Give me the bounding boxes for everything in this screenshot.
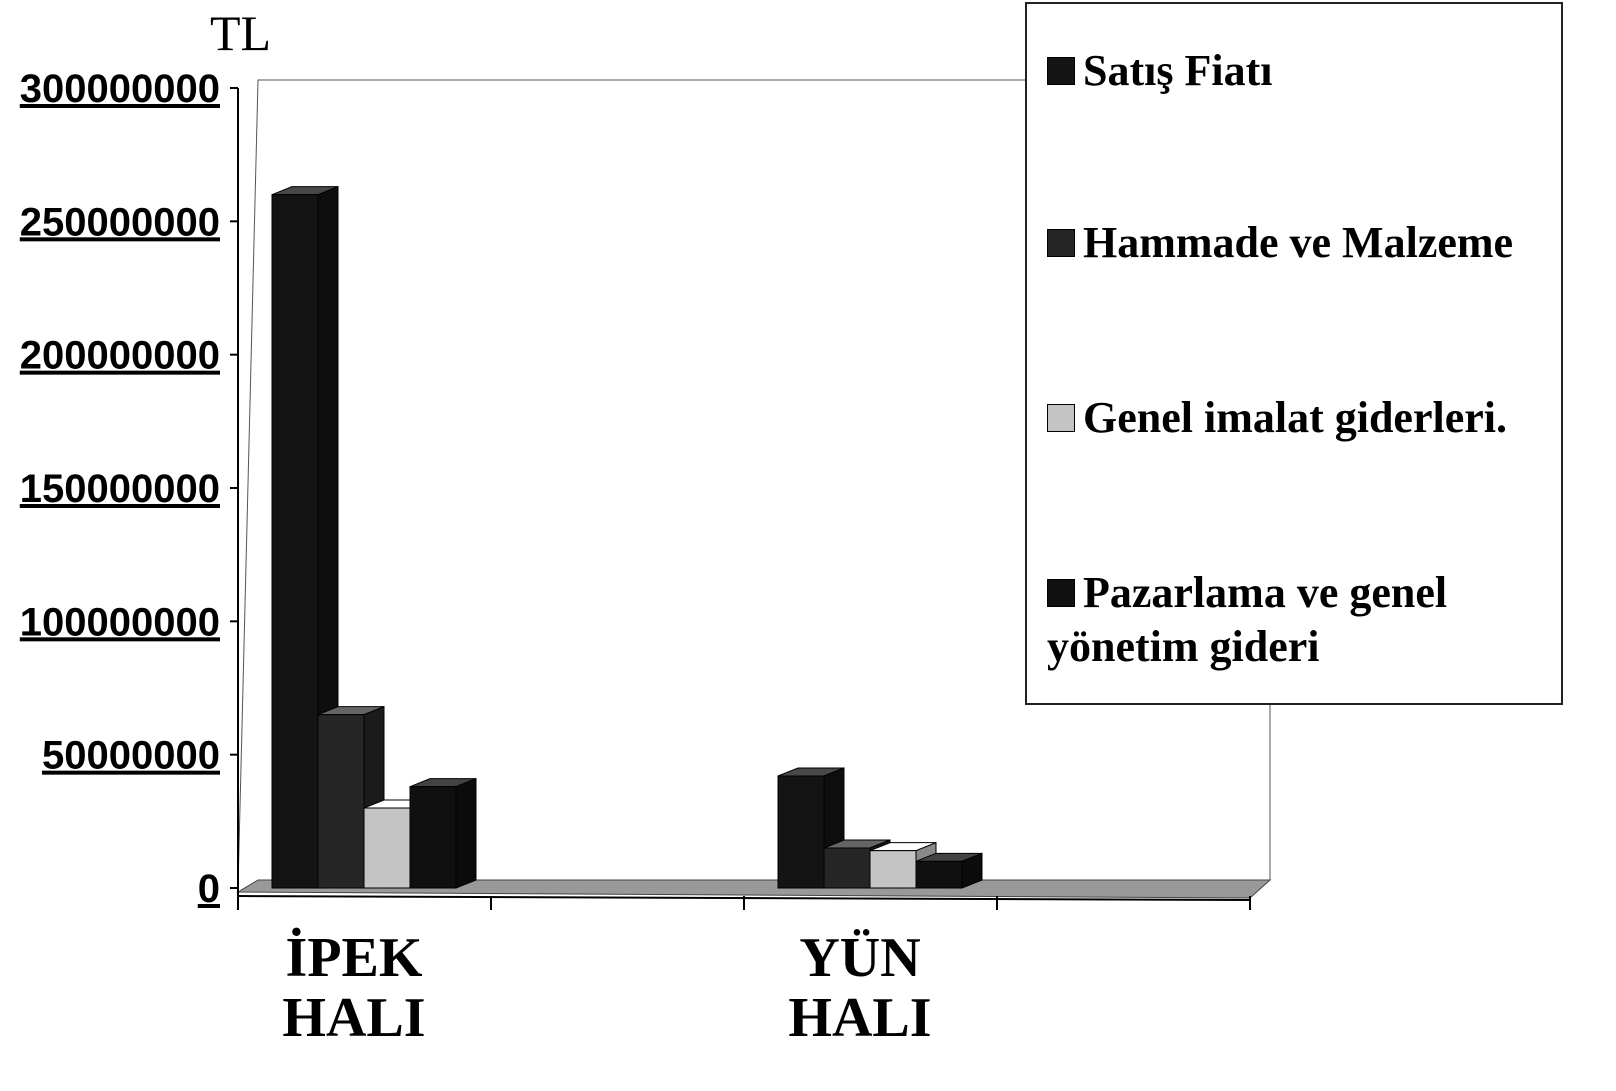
bar-front: [777, 775, 825, 889]
legend-item: Hammade ve Malzeme: [1047, 216, 1557, 270]
legend-label: Genel imalat giderleri.: [1083, 393, 1507, 442]
legend-swatch: [1047, 57, 1075, 85]
y-tick-label: 100000000: [20, 600, 220, 644]
legend-swatch: [1047, 579, 1075, 607]
x-tick-label: İPEK HALI: [282, 927, 426, 1049]
legend-item: Pazarlama ve genel yönetim gideri: [1047, 566, 1557, 674]
legend-swatch: [1047, 229, 1075, 257]
y-tick-label: 0: [198, 867, 220, 911]
bar-front: [271, 194, 319, 889]
bar: [409, 777, 477, 889]
y-tick-label: 150000000: [20, 467, 220, 511]
y-tick-label: 200000000: [20, 334, 220, 378]
y-axis-label: TL: [210, 5, 271, 61]
legend-swatch: [1047, 404, 1075, 432]
bar-front: [823, 847, 871, 889]
y-tick-label: 300000000: [20, 67, 220, 111]
bar-front: [409, 786, 457, 889]
legend-item: Satış Fiatı: [1047, 44, 1557, 98]
y-tick-label: 50000000: [42, 734, 220, 778]
floor: [236, 879, 1272, 899]
bar-side: [455, 777, 477, 889]
legend: Satış Fiatı Hammade ve Malzeme Genel imala…: [1025, 2, 1563, 705]
bar-front: [363, 807, 411, 889]
bar-front: [915, 860, 963, 889]
y-tick-label: 250000000: [20, 200, 220, 244]
legend-label: Satış Fiatı: [1083, 46, 1273, 95]
legend-label: Hammade ve Malzeme: [1083, 218, 1514, 267]
legend-label: Pazarlama ve genel yönetim gideri: [1047, 568, 1448, 671]
bar-front: [317, 714, 365, 889]
legend-item: Genel imalat giderleri.: [1047, 391, 1557, 445]
bar: [915, 852, 983, 889]
bar-front: [869, 850, 917, 889]
x-tick-label: YÜN HALI: [788, 927, 932, 1049]
